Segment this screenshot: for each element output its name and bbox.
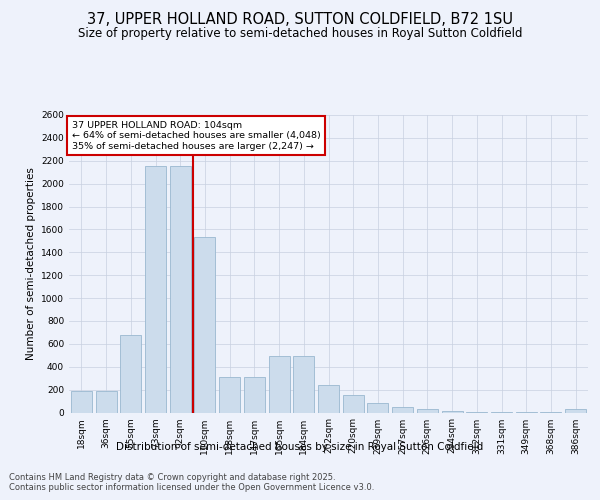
Text: 37 UPPER HOLLAND ROAD: 104sqm
← 64% of semi-detached houses are smaller (4,048)
: 37 UPPER HOLLAND ROAD: 104sqm ← 64% of s…: [71, 121, 320, 151]
Bar: [244, 377, 265, 412]
Bar: [219, 377, 240, 412]
Bar: [269, 356, 290, 412]
Bar: [417, 409, 438, 412]
Bar: [170, 166, 191, 412]
Bar: [565, 409, 586, 412]
Text: 37, UPPER HOLLAND ROAD, SUTTON COLDFIELD, B72 1SU: 37, UPPER HOLLAND ROAD, SUTTON COLDFIELD…: [87, 12, 513, 28]
Bar: [367, 404, 388, 412]
Y-axis label: Number of semi-detached properties: Number of semi-detached properties: [26, 168, 35, 360]
Bar: [145, 166, 166, 412]
Bar: [95, 392, 116, 412]
Bar: [120, 334, 141, 412]
Bar: [343, 396, 364, 412]
Text: Distribution of semi-detached houses by size in Royal Sutton Coldfield: Distribution of semi-detached houses by …: [116, 442, 484, 452]
Bar: [194, 238, 215, 412]
Bar: [293, 356, 314, 412]
Text: Size of property relative to semi-detached houses in Royal Sutton Coldfield: Size of property relative to semi-detach…: [78, 28, 522, 40]
Text: Contains HM Land Registry data © Crown copyright and database right 2025.
Contai: Contains HM Land Registry data © Crown c…: [9, 472, 374, 492]
Bar: [71, 392, 92, 412]
Bar: [392, 407, 413, 412]
Bar: [318, 385, 339, 412]
